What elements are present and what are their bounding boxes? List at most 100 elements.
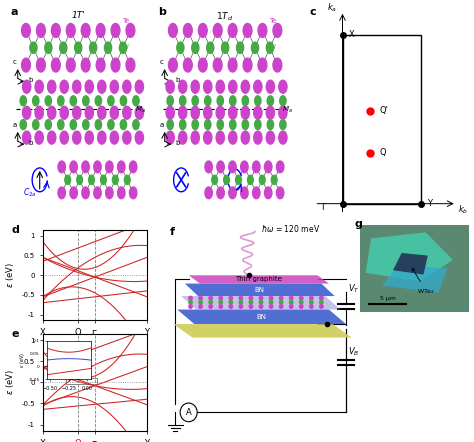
Circle shape [319, 301, 323, 304]
Circle shape [81, 23, 90, 37]
Circle shape [229, 296, 233, 300]
Circle shape [242, 96, 248, 106]
Circle shape [98, 131, 106, 144]
Circle shape [319, 296, 323, 300]
Circle shape [189, 305, 192, 309]
Circle shape [179, 80, 187, 93]
Circle shape [199, 296, 202, 300]
Circle shape [123, 106, 131, 119]
Y-axis label: $\varepsilon$ (eV): $\varepsilon$ (eV) [4, 370, 16, 395]
Text: Q': Q' [379, 106, 388, 115]
Circle shape [239, 305, 243, 309]
Circle shape [111, 23, 120, 37]
Circle shape [124, 175, 130, 184]
Circle shape [276, 187, 284, 199]
Circle shape [237, 42, 244, 53]
Circle shape [66, 58, 75, 72]
Circle shape [85, 131, 93, 144]
Circle shape [207, 42, 214, 53]
Circle shape [169, 23, 177, 37]
Circle shape [135, 131, 144, 144]
Circle shape [180, 120, 186, 130]
Circle shape [95, 120, 101, 130]
Circle shape [192, 120, 199, 130]
Circle shape [166, 106, 174, 119]
Text: c: c [159, 59, 163, 65]
Circle shape [58, 96, 64, 106]
Circle shape [112, 175, 118, 184]
Circle shape [228, 58, 237, 72]
Circle shape [217, 120, 223, 130]
Circle shape [310, 296, 313, 300]
Circle shape [241, 80, 249, 93]
Text: W: W [122, 44, 129, 50]
Circle shape [108, 120, 114, 130]
Polygon shape [189, 275, 329, 284]
Circle shape [45, 96, 52, 106]
Circle shape [216, 131, 224, 144]
Circle shape [217, 187, 224, 199]
Circle shape [276, 161, 284, 173]
Circle shape [204, 106, 212, 119]
Circle shape [212, 175, 218, 184]
Circle shape [228, 80, 237, 93]
Circle shape [199, 305, 202, 309]
Circle shape [51, 58, 60, 72]
Circle shape [177, 42, 184, 53]
Circle shape [209, 296, 212, 300]
Circle shape [89, 175, 94, 184]
Circle shape [242, 120, 248, 130]
Circle shape [273, 23, 282, 37]
Circle shape [255, 96, 261, 106]
Circle shape [167, 96, 173, 106]
Circle shape [205, 161, 212, 173]
Circle shape [216, 106, 224, 119]
Circle shape [290, 301, 293, 304]
Polygon shape [393, 253, 428, 274]
Circle shape [82, 96, 89, 106]
Circle shape [77, 175, 82, 184]
Circle shape [228, 23, 237, 37]
Text: $M_a$: $M_a$ [135, 105, 145, 115]
Circle shape [73, 131, 81, 144]
Text: W: W [269, 44, 276, 50]
Circle shape [267, 120, 273, 130]
Circle shape [118, 187, 125, 199]
Circle shape [120, 120, 127, 130]
Circle shape [180, 96, 186, 106]
Circle shape [254, 106, 262, 119]
Circle shape [259, 296, 263, 300]
Circle shape [33, 96, 39, 106]
Circle shape [209, 301, 212, 304]
Circle shape [191, 106, 200, 119]
Circle shape [204, 131, 212, 144]
Circle shape [310, 301, 313, 304]
Circle shape [205, 187, 212, 199]
Circle shape [279, 80, 287, 93]
Circle shape [258, 23, 267, 37]
Circle shape [58, 187, 65, 199]
Text: e: e [11, 329, 19, 339]
Circle shape [243, 58, 252, 72]
Circle shape [23, 106, 31, 119]
Circle shape [266, 131, 274, 144]
Text: b: b [29, 140, 33, 146]
Circle shape [264, 161, 272, 173]
Circle shape [229, 187, 236, 199]
Text: $\hbar\omega$ = 120 meV: $\hbar\omega$ = 120 meV [261, 223, 320, 234]
Circle shape [236, 175, 241, 184]
Circle shape [36, 58, 46, 72]
Circle shape [191, 80, 200, 93]
Circle shape [85, 106, 93, 119]
Text: b: b [158, 7, 166, 17]
Circle shape [191, 131, 200, 144]
Circle shape [249, 296, 253, 300]
Circle shape [60, 106, 68, 119]
Circle shape [90, 42, 97, 53]
Circle shape [126, 23, 135, 37]
Circle shape [273, 58, 282, 72]
Circle shape [259, 175, 265, 184]
Circle shape [110, 80, 118, 93]
Circle shape [229, 120, 236, 130]
Text: $k_a$: $k_a$ [327, 2, 337, 15]
